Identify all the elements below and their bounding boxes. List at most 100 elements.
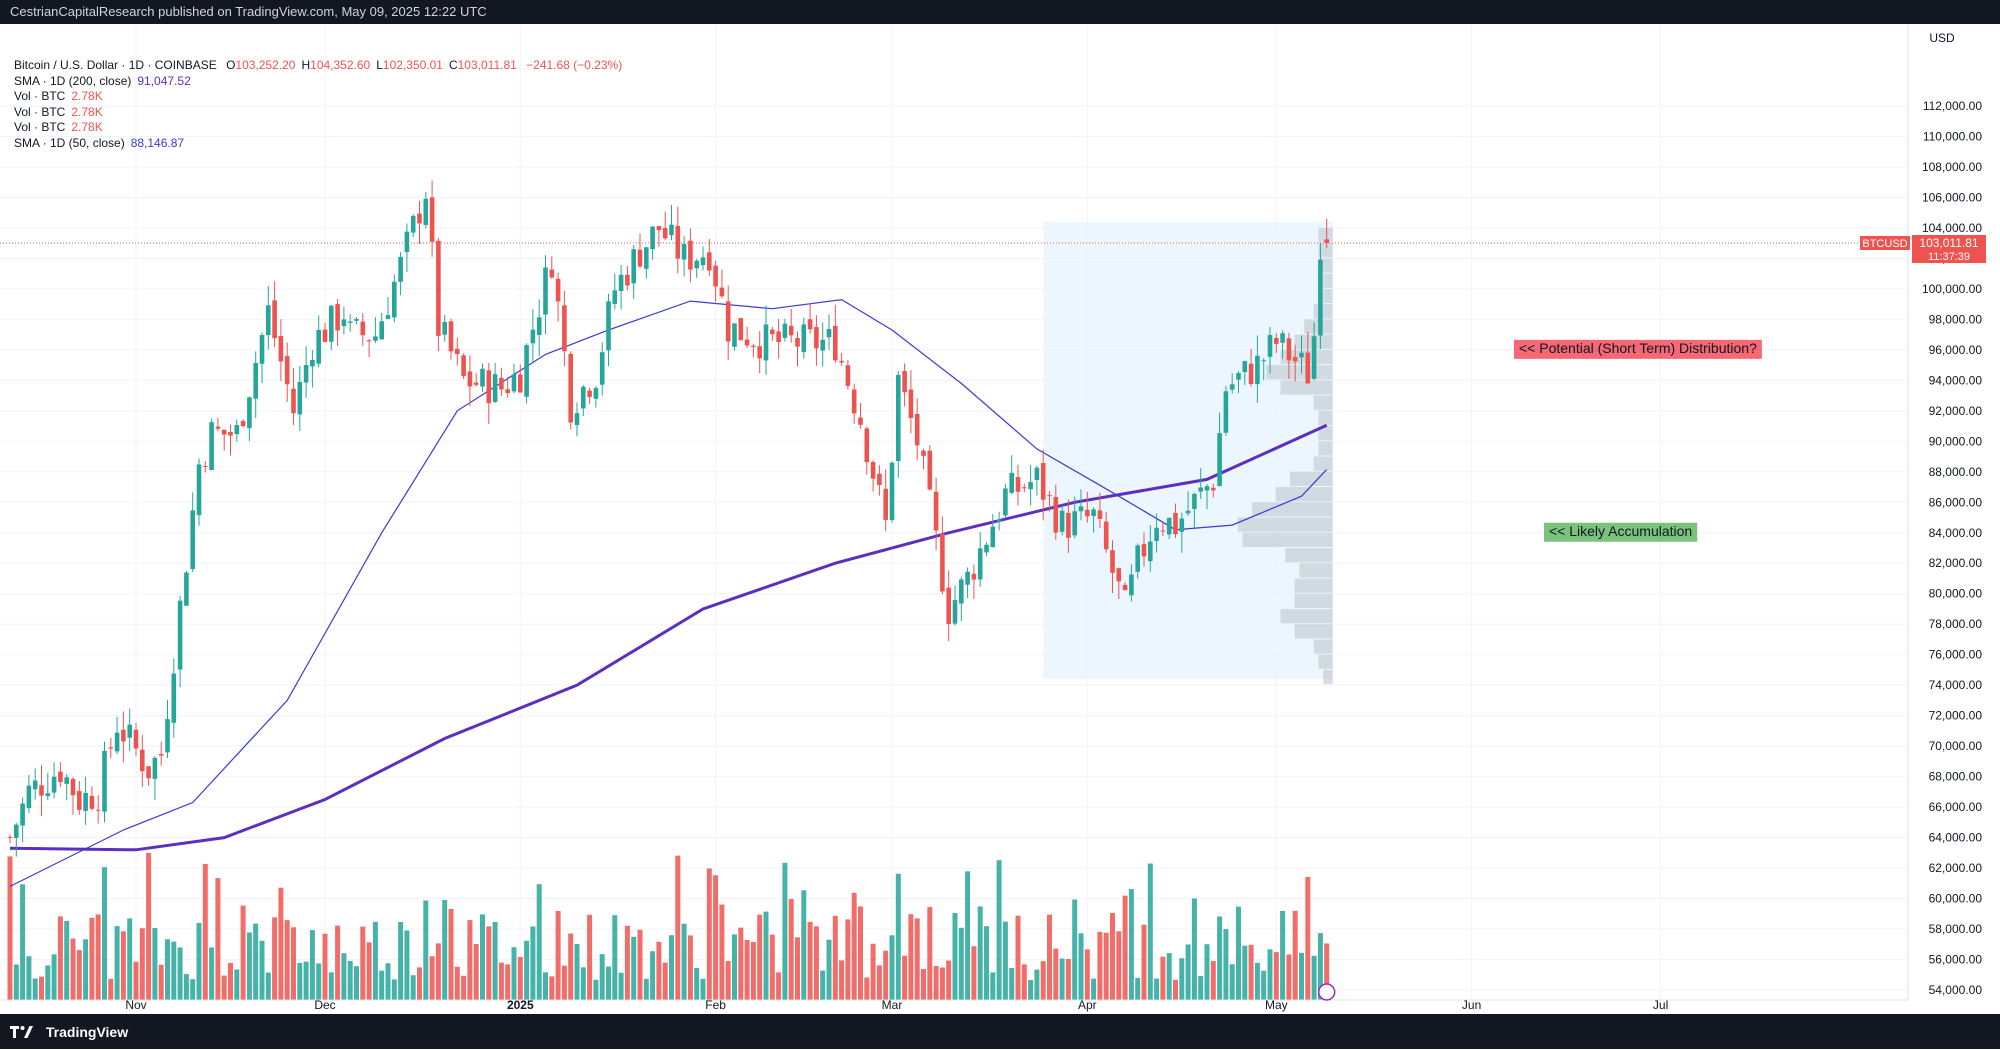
volume-bar — [486, 926, 492, 1000]
volume-bar — [864, 977, 870, 1000]
volume-bar — [1236, 906, 1241, 1000]
volume-bar — [662, 962, 668, 1000]
volume-bar — [870, 943, 876, 1000]
volume-bar — [341, 953, 347, 1000]
candle-body — [574, 413, 580, 426]
candle-body — [1166, 517, 1172, 535]
candle-body — [303, 365, 309, 383]
candle-body — [625, 274, 630, 286]
candle-body — [763, 324, 769, 361]
volume-bar — [1305, 876, 1311, 1000]
candles — [7, 180, 1329, 857]
volume-bar — [303, 961, 309, 1000]
volume-profile-bin — [1313, 304, 1333, 319]
chart-area[interactable]: 112,000.00 110,000.00 108,000.00 106,000.00… — [0, 24, 2000, 1014]
candle-body — [965, 571, 970, 585]
volume-bar — [265, 972, 271, 1000]
x-tick-label: Jun — [1462, 998, 1481, 1012]
candle-body — [996, 519, 1002, 522]
y-tick-label: 100,000.00 — [1922, 282, 1982, 296]
candle-body — [64, 777, 69, 784]
candle-body — [511, 374, 517, 392]
candle-body — [518, 374, 523, 393]
volume-bar — [1103, 932, 1109, 1000]
candle-body — [341, 319, 347, 327]
candle-body — [883, 488, 888, 520]
volume-bar — [725, 961, 731, 1000]
volume-bar — [139, 928, 145, 1000]
volume-profile-bin — [1294, 624, 1333, 639]
volume-bar — [700, 978, 706, 1000]
volume-bar — [921, 969, 926, 1000]
candle-body — [688, 240, 693, 270]
volume-bar — [1009, 968, 1015, 1000]
candle-body — [429, 197, 435, 242]
volume-bar — [1254, 962, 1260, 1000]
candle-body — [1078, 506, 1084, 512]
volume-bar — [858, 906, 863, 1000]
volume-bar — [158, 964, 164, 1000]
volume-bar — [612, 915, 618, 1000]
indicator-label: SMA · 1D (50, close) — [14, 135, 125, 150]
volume-bar — [1110, 912, 1115, 1000]
candle-body — [1311, 336, 1317, 379]
candle-body — [1179, 518, 1185, 532]
candle-body — [1192, 493, 1197, 509]
candle-body — [946, 587, 951, 625]
candle-body — [807, 319, 813, 330]
candle-body — [165, 719, 170, 753]
indicator-value: 2.78K — [71, 120, 103, 134]
volume-bar — [1034, 969, 1040, 1000]
candle-body — [228, 432, 233, 436]
volume-bar — [801, 890, 807, 1000]
volume-bar — [165, 939, 170, 1000]
volume-profile-bin — [1299, 563, 1333, 578]
last-price-value: 103,011.81 — [1919, 236, 1978, 250]
candle-body — [266, 305, 271, 336]
y-tick-label: 60,000.00 — [1929, 892, 1983, 906]
volume-bar — [1072, 899, 1078, 1000]
candle-body — [1223, 391, 1229, 433]
volume-bar — [971, 946, 977, 1000]
candle-body — [952, 599, 958, 624]
volume-bar — [732, 934, 737, 1000]
candle-body — [618, 274, 624, 292]
price-chart[interactable]: 112,000.00 110,000.00 108,000.00 106,000.00… — [0, 24, 2000, 1014]
x-tick-label: 2025 — [507, 998, 534, 1012]
volume-bar — [889, 935, 895, 1000]
candle-body — [801, 324, 807, 352]
candle-body — [322, 329, 328, 342]
chart-legend: Bitcoin / U.S. Dollar · 1D · COINBASE O1… — [14, 58, 622, 151]
candle-body — [826, 328, 832, 338]
volume-bar — [120, 931, 126, 1000]
candle-body — [1173, 512, 1178, 535]
candle-body — [555, 278, 561, 302]
candle-body — [770, 329, 775, 335]
candle-body — [152, 757, 158, 779]
candle-body — [190, 510, 195, 570]
y-tick-label: 70,000.00 — [1929, 739, 1983, 753]
candle-body — [870, 462, 876, 479]
range-zone-layer — [1043, 221, 1333, 680]
volume-bar — [190, 979, 196, 1000]
volume-bar — [637, 929, 643, 1000]
candle-body — [1047, 495, 1052, 497]
volume-bar — [114, 926, 120, 1000]
candle-body — [486, 370, 492, 404]
volume-bar — [813, 926, 819, 1000]
volume-profile-bin — [1266, 365, 1333, 380]
candle-body — [877, 473, 882, 485]
indicator-value: 2.78K — [71, 89, 103, 103]
candle-body — [644, 247, 649, 269]
candle-body — [505, 389, 510, 394]
footer-bar: TradingView — [0, 1014, 2000, 1049]
volume-bar — [977, 906, 983, 1000]
candle-body — [1116, 568, 1122, 582]
candle-body — [70, 778, 76, 796]
y-tick-label: 64,000.00 — [1929, 831, 1983, 845]
volume-bar — [631, 936, 637, 1000]
candle-body — [656, 226, 662, 231]
volume-profile-bin — [1318, 410, 1333, 426]
candle-body — [448, 321, 454, 352]
